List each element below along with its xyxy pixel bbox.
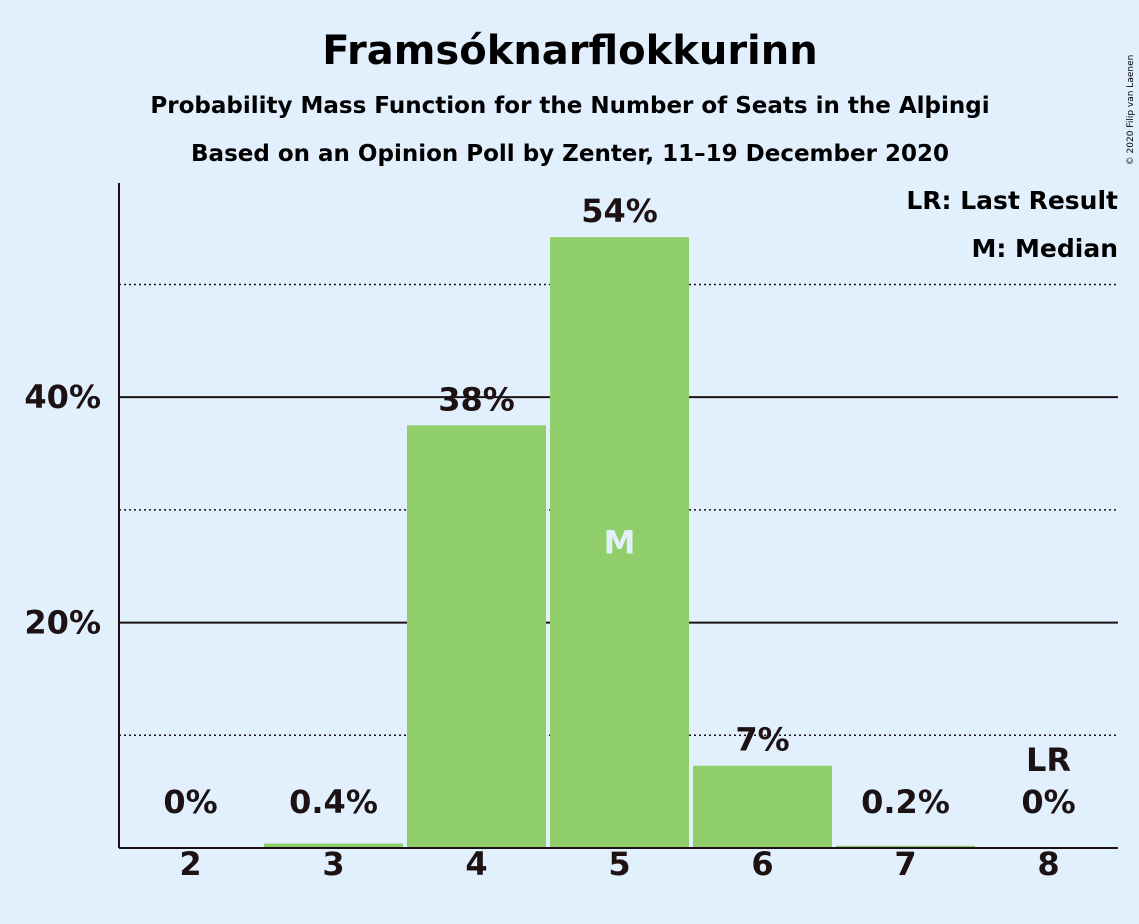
chart-title: Framsóknarflokkurinn bbox=[322, 28, 817, 74]
chart-subtitle: Probability Mass Function for the Number… bbox=[150, 93, 989, 119]
legend-last-result: LR: Last Result bbox=[906, 186, 1118, 215]
y-tick-label: 40% bbox=[24, 378, 101, 416]
y-tick-label: 20% bbox=[24, 604, 101, 642]
x-tick-label-3: 3 bbox=[322, 845, 344, 883]
data-label-4: 38% bbox=[438, 380, 515, 418]
bar-7 bbox=[836, 845, 975, 848]
x-tick-label-2: 2 bbox=[179, 845, 201, 883]
x-tick-label-8: 8 bbox=[1037, 845, 1059, 883]
data-label-8: 0% bbox=[1021, 783, 1075, 821]
x-tick-label-6: 6 bbox=[751, 845, 773, 883]
copyright-note: © 2020 Filip van Laenen bbox=[1126, 55, 1136, 166]
data-label-5: 54% bbox=[581, 192, 658, 230]
bar-3 bbox=[264, 843, 403, 848]
data-label-6: 7% bbox=[735, 721, 789, 759]
data-label-3: 0.4% bbox=[289, 783, 378, 821]
legend-median: M: Median bbox=[971, 234, 1118, 263]
last-result-marker: LR bbox=[1026, 741, 1071, 779]
bar-5 bbox=[550, 237, 689, 849]
bar-6 bbox=[693, 765, 832, 848]
data-labels: 0% 0.4% 38% 54% 7% 0.2% 0% M LR bbox=[163, 192, 1075, 821]
data-label-2: 0% bbox=[163, 783, 217, 821]
x-tick-label-5: 5 bbox=[608, 845, 630, 883]
axes: 20% 40% 2 3 4 5 6 7 8 bbox=[24, 183, 1118, 883]
x-tick-label-4: 4 bbox=[465, 845, 487, 883]
x-tick-label-7: 7 bbox=[894, 845, 916, 883]
data-label-7: 0.2% bbox=[861, 783, 950, 821]
median-marker: M bbox=[604, 524, 636, 562]
chart-subtitle-source: Based on an Opinion Poll by Zenter, 11–1… bbox=[191, 141, 949, 167]
bars bbox=[264, 237, 975, 849]
legend: LR: Last Result M: Median bbox=[906, 186, 1118, 263]
bar-4 bbox=[407, 425, 546, 848]
